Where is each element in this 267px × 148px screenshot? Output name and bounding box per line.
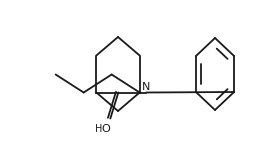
Text: N: N bbox=[142, 82, 151, 91]
Text: H: H bbox=[95, 123, 102, 133]
Text: O: O bbox=[101, 123, 110, 133]
